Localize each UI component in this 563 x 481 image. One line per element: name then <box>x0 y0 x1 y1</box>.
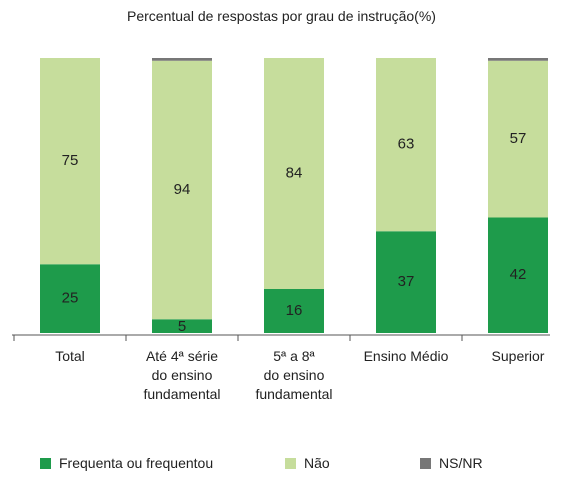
x-tick-label: Total <box>55 348 85 364</box>
bar-segment <box>488 58 548 61</box>
legend-label: Frequenta ou frequentou <box>59 455 214 471</box>
bar-segment <box>152 58 212 61</box>
legend-label: NS/NR <box>439 455 483 471</box>
legend-swatch <box>40 458 51 469</box>
bar-segment <box>264 58 324 289</box>
legend-label: Não <box>304 455 330 471</box>
data-label: 42 <box>510 266 527 283</box>
data-label: 25 <box>62 290 79 307</box>
bar-segment <box>376 231 436 333</box>
legend-item: Não <box>285 455 330 471</box>
x-tick-label: Superior <box>491 348 545 364</box>
data-label: 75 <box>62 152 79 169</box>
legend-item: NS/NR <box>420 455 483 471</box>
legend-swatch <box>420 458 431 469</box>
data-label: 94 <box>174 181 191 198</box>
bar-segment <box>376 58 436 232</box>
data-label: 84 <box>286 164 303 181</box>
data-label: 63 <box>398 136 415 153</box>
x-tick-label: Ensino Médio <box>363 348 449 364</box>
data-label: 37 <box>398 273 415 290</box>
chart-title: Percentual de respostas por grau de inst… <box>127 8 436 24</box>
bar-segment <box>488 217 548 333</box>
bar-segment <box>264 289 324 333</box>
x-tick-label: 5ª a 8ª do ensino fundamental <box>255 348 333 402</box>
data-label: 57 <box>510 130 527 147</box>
bar-segment <box>152 60 212 320</box>
legend-item: Frequenta ou frequentou <box>40 455 213 471</box>
legend-swatch <box>285 458 296 469</box>
data-label: 5 <box>178 318 186 335</box>
bar-segment <box>40 58 100 265</box>
x-tick-label: Até 4ª série do ensino fundamental <box>143 348 221 402</box>
bar-segment <box>40 264 100 333</box>
bar-segment <box>152 319 212 333</box>
data-label: 16 <box>286 302 303 319</box>
bar-segment <box>488 60 548 218</box>
